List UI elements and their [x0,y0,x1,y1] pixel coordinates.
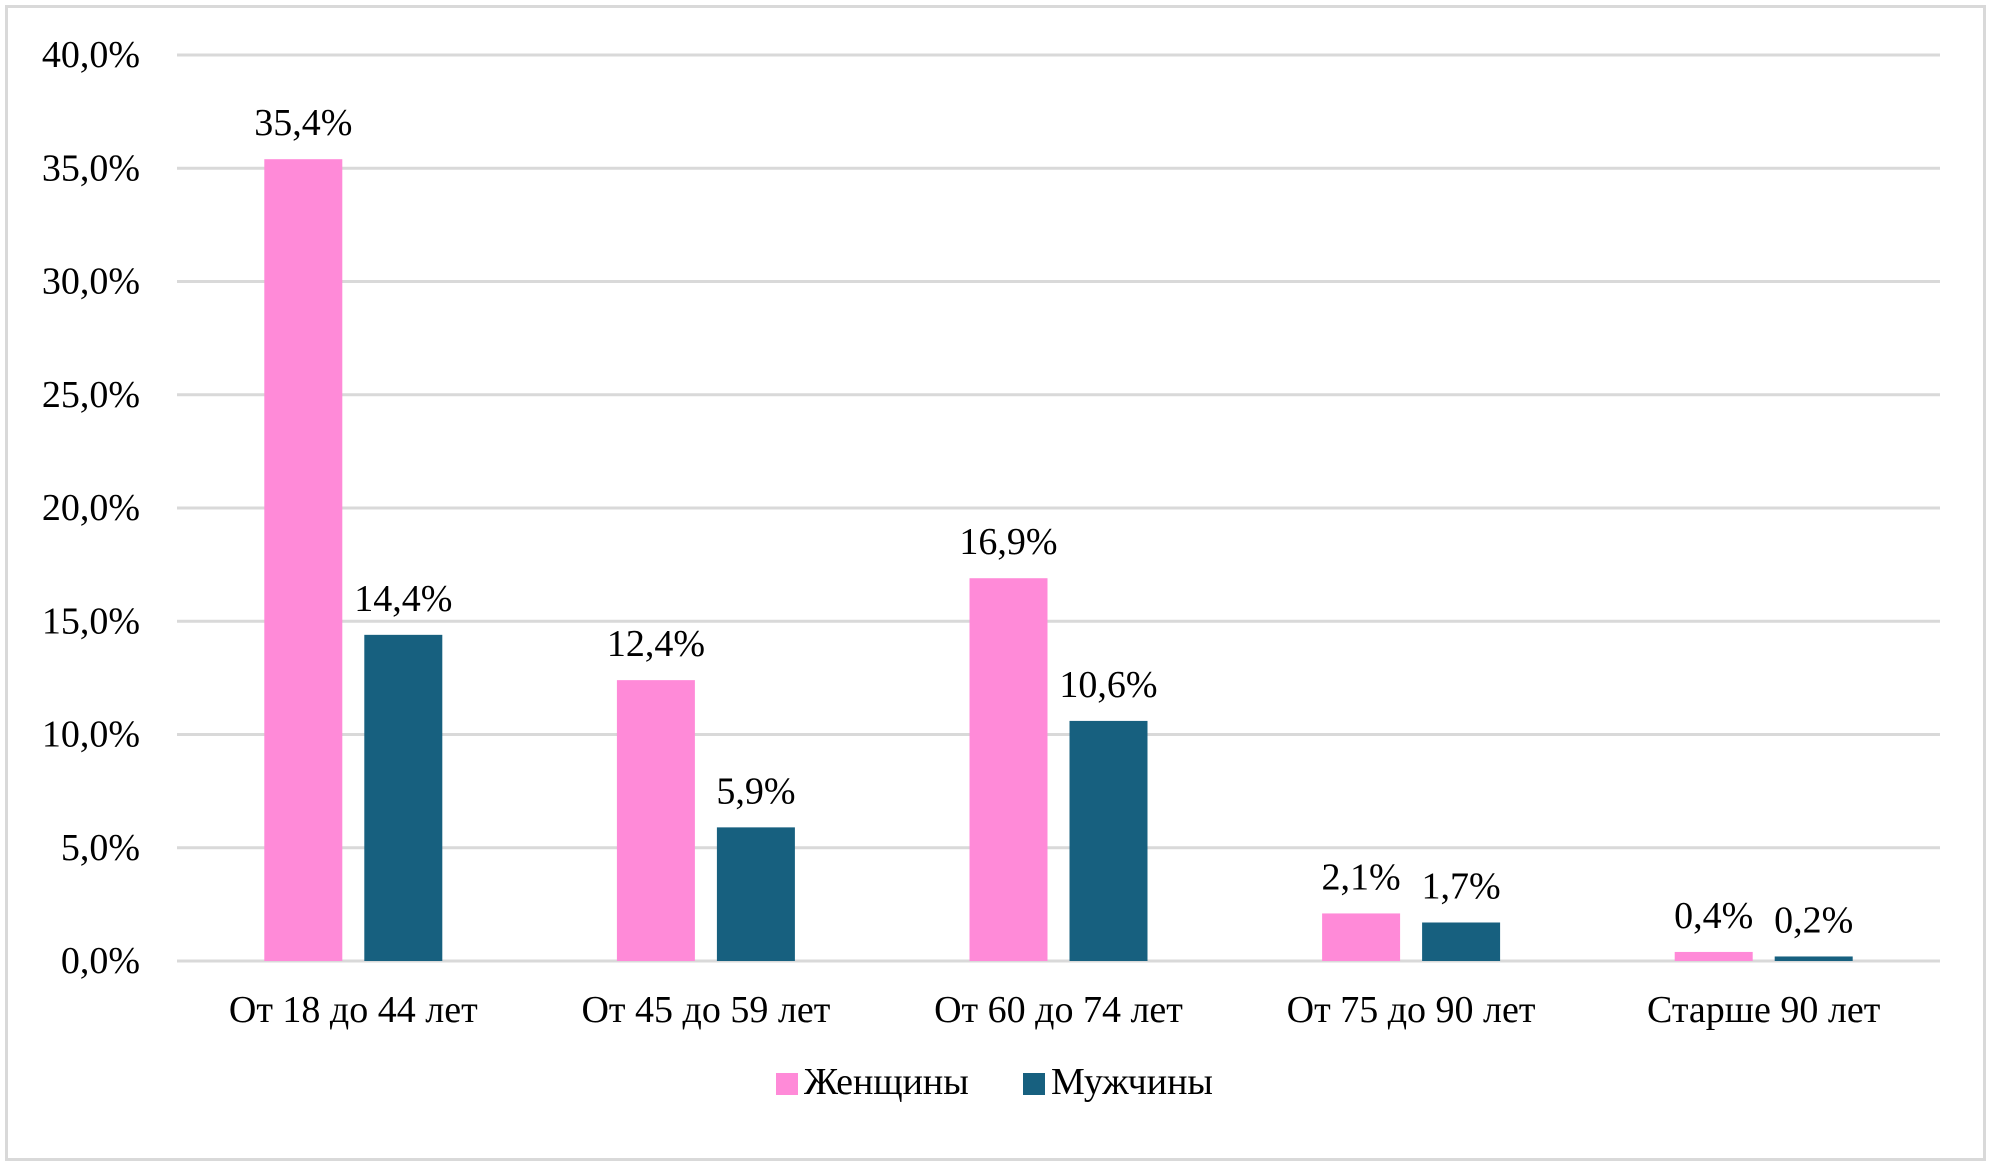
data-label: 14,4% [354,578,452,620]
data-label: 1,7% [1422,865,1501,907]
x-category-label: От 75 до 90 лет [1287,989,1536,1031]
legend-swatch [1023,1073,1045,1095]
x-category-label: От 18 до 44 лет [229,989,478,1031]
data-label: 2,1% [1322,856,1401,898]
y-tick-label: 30,0% [42,261,140,303]
data-label: 10,6% [1059,664,1157,706]
bar-men [1774,956,1853,961]
bar-men [364,634,443,961]
x-category-label: От 45 до 59 лет [581,989,830,1031]
y-tick-label: 35,0% [42,147,140,189]
x-category-label: От 60 до 74 лет [934,989,1183,1031]
y-tick-label: 15,0% [42,600,140,642]
data-label: 16,9% [959,521,1057,563]
data-labels: 35,4% 14,4% 12,4% 5,9% 16,9% 10,6% 2,1% 1,7% 0,4… [254,102,1853,941]
bar-men [716,827,795,961]
y-tick-label: 20,0% [42,487,140,529]
legend-label: Мужчины [1051,1061,1213,1103]
bar-men [1069,720,1148,961]
bar-men [1422,922,1501,961]
data-label: 12,4% [607,623,705,665]
y-tick-label: 25,0% [42,374,140,416]
bars [264,159,1853,961]
x-axis: От 18 до 44 лет От 45 до 59 лет От 60 до 7… [229,989,1881,1031]
y-tick-label: 40,0% [42,34,140,76]
y-axis: 0,0% 5,0% 10,0% 15,0% 20,0% 25,0% 30,0% 35,0% 40… [42,34,140,982]
legend-label: Женщины [804,1061,969,1103]
y-tick-label: 10,0% [42,714,140,756]
bar-women [264,159,343,961]
bar-women [1322,913,1401,961]
data-label: 5,9% [716,770,795,812]
bar-women [969,578,1048,961]
y-tick-label: 0,0% [61,940,140,982]
data-label: 35,4% [254,102,352,144]
legend-swatch [776,1073,798,1095]
bar-women [616,680,695,961]
legend: Женщины Мужчины [776,1061,1213,1103]
bar-women [1674,951,1753,961]
x-category-label: Старше 90 лет [1647,989,1881,1031]
gridlines [177,53,1940,963]
data-label: 0,4% [1674,895,1753,937]
data-label: 0,2% [1774,899,1853,941]
y-tick-label: 5,0% [61,827,140,869]
